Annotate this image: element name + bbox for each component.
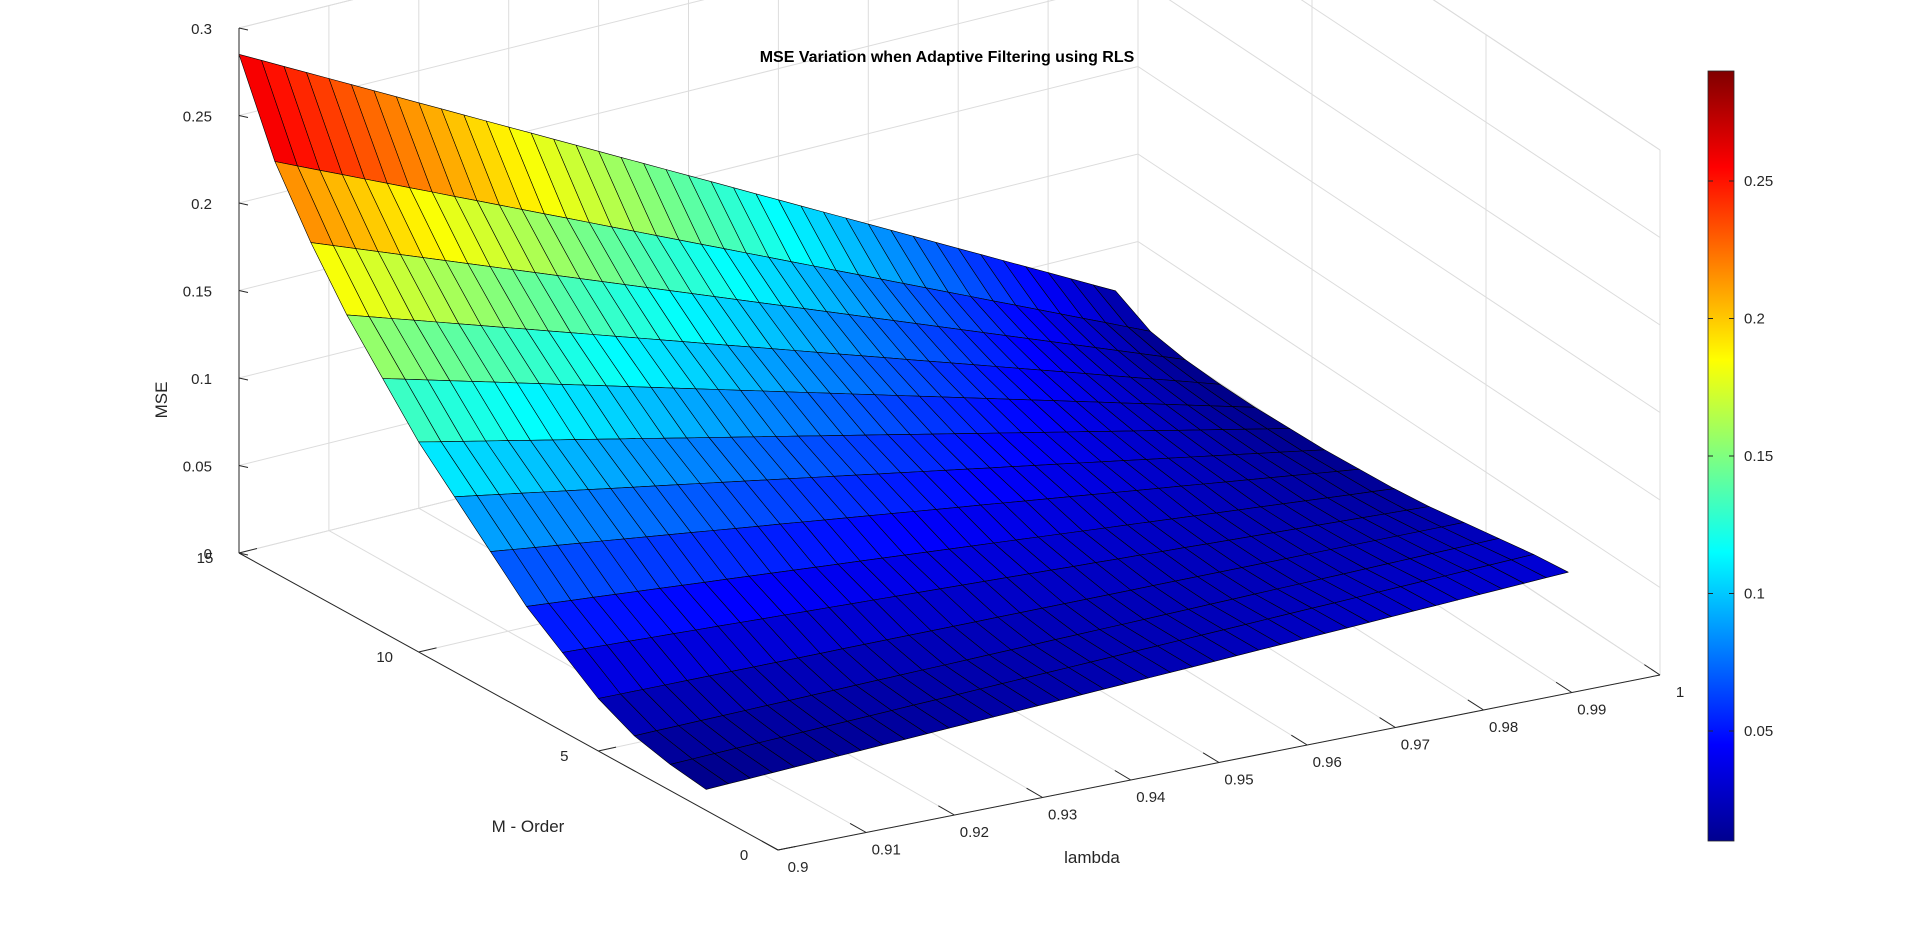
x-tick-mark [849,823,867,833]
x-tick-mark [1379,717,1396,728]
grid-line-z [238,0,1661,238]
z-tick-label: 0.1 [191,371,212,388]
y-tick-label: 15 [197,550,214,567]
x-tick-mark [761,840,779,851]
tick-labels: 0.9 0.91 0.92 0.93 0.94 0.95 0.96 0.97 0.98 0.99 1… [183,21,1684,876]
z-tick-mark [238,290,249,293]
z-tick-mark [238,377,249,381]
colorbar-ticks: 0.05 0.1 0.15 0.2 0.25 [1708,173,1773,740]
x-tick-mark [1644,664,1661,676]
x-tick-mark [1114,770,1132,781]
z-tick-label: 0 [204,546,212,563]
colorbar-tick-label: 0.05 [1744,723,1773,740]
z-tick-label: 0.2 [191,196,212,213]
x-axis-label: lambda [1064,848,1120,867]
chart-title: MSE Variation when Adaptive Filtering us… [760,49,1135,66]
z-tick-label: 0.25 [183,109,212,126]
z-tick-mark [238,465,249,468]
surface-patch [669,758,729,790]
z-tick-label: 0.05 [183,459,212,476]
y-tick-label: 5 [560,748,568,765]
x-tick-mark [1555,681,1573,693]
x-tick-label: 0.97 [1401,737,1430,754]
y-axis-line [238,552,779,851]
z-tick-mark [238,552,249,556]
colorbar-tick-label: 0.2 [1744,311,1765,328]
x-tick-label: 1 [1676,684,1684,701]
x-tick-label: 0.99 [1577,702,1606,719]
surface [238,53,1569,790]
y-tick-mark [418,647,437,653]
colorbar: 0.05 0.1 0.15 0.2 0.25 [1707,70,1773,842]
x-tick-label: 0.96 [1313,754,1342,771]
x-tick-mark [938,805,955,816]
x-tick-label: 0.95 [1224,772,1253,789]
z-axis-label: MSE [152,382,171,419]
x-tick-label: 0.98 [1489,719,1518,736]
y-tick-label: 10 [376,649,393,666]
colorbar-tick-label: 0.1 [1744,586,1765,603]
grid-line-z [238,0,1661,326]
colorbar-tick-label: 0.15 [1744,448,1773,465]
y-tick-mark [238,548,258,554]
x-tick-label: 0.91 [872,842,901,859]
z-tick-label: 0.3 [191,21,212,38]
x-tick-mark [1467,699,1484,711]
z-tick-mark [238,115,249,118]
x-tick-mark [1202,752,1220,763]
y-tick-mark [598,746,617,752]
y-axis-label: M - Order [492,817,565,836]
x-tick-label: 0.92 [960,824,989,841]
z-tick-mark [238,27,249,31]
x-tick-label: 0.94 [1136,789,1165,806]
x-tick-label: 0.9 [788,859,809,876]
x-tick-mark [1291,734,1308,746]
frame-edge [1432,0,1661,151]
x-tick-label: 0.93 [1048,807,1077,824]
y-tick-mark [777,846,796,851]
z-tick-label: 0.15 [183,284,212,301]
x-tick-mark [1026,787,1043,798]
y-tick-label: 0 [740,847,748,864]
colorbar-tick-label: 0.25 [1744,173,1773,190]
z-tick-mark [238,202,249,206]
